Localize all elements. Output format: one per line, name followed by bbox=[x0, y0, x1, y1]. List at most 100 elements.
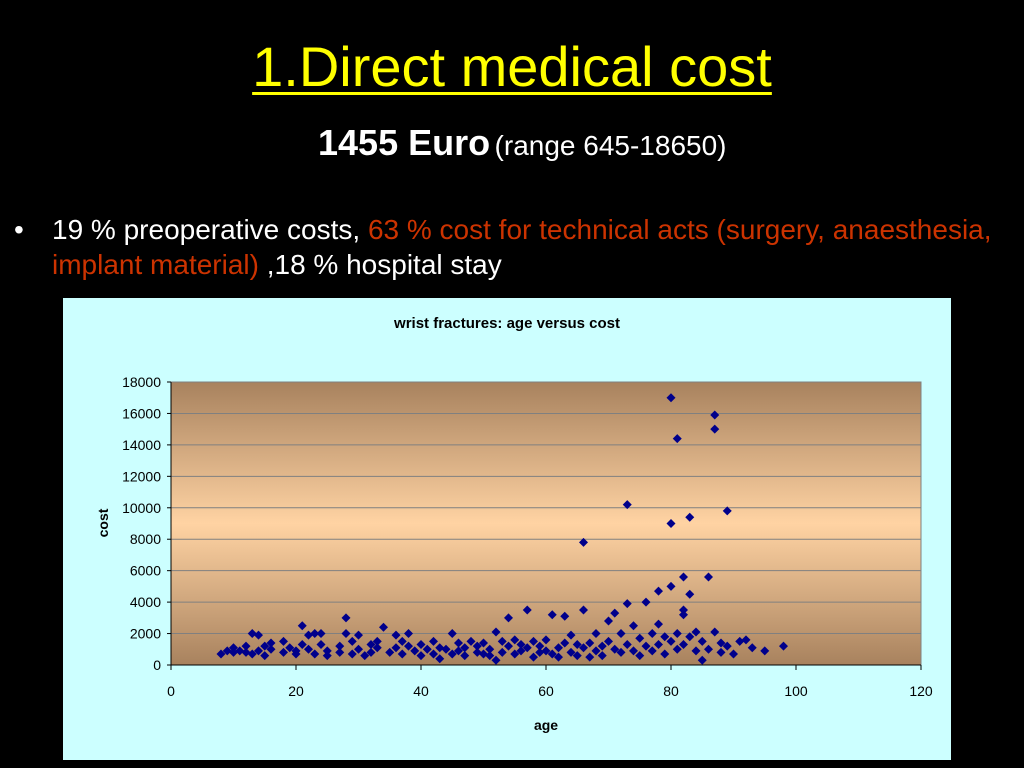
data-point bbox=[641, 597, 651, 607]
data-point bbox=[760, 646, 770, 656]
y-tick-label: 4000 bbox=[130, 594, 161, 610]
plot-area bbox=[170, 381, 922, 666]
data-point bbox=[660, 649, 670, 659]
data-point bbox=[741, 635, 751, 645]
data-point bbox=[697, 636, 707, 646]
data-point bbox=[666, 636, 676, 646]
data-point bbox=[404, 629, 413, 639]
data-point bbox=[504, 613, 513, 623]
data-point bbox=[704, 572, 713, 582]
data-point bbox=[591, 629, 601, 639]
data-point bbox=[554, 652, 563, 662]
y-tick-label: 10000 bbox=[122, 500, 161, 516]
data-point bbox=[497, 636, 507, 646]
data-point bbox=[260, 641, 270, 651]
data-point bbox=[491, 627, 501, 637]
data-point bbox=[416, 651, 426, 661]
x-tick-label: 40 bbox=[413, 683, 429, 699]
y-tick-label: 14000 bbox=[122, 437, 161, 453]
data-point bbox=[229, 647, 238, 657]
data-point bbox=[404, 641, 413, 651]
data-point bbox=[672, 644, 682, 654]
data-point bbox=[216, 649, 226, 659]
data-point bbox=[316, 629, 326, 639]
data-point bbox=[616, 647, 626, 657]
x-tick-label: 80 bbox=[663, 683, 679, 699]
data-point bbox=[472, 647, 482, 657]
y-tick-label: 6000 bbox=[130, 563, 161, 579]
data-point bbox=[247, 649, 257, 659]
data-point bbox=[291, 649, 301, 659]
data-point bbox=[647, 646, 657, 656]
data-point bbox=[229, 643, 238, 653]
data-point bbox=[260, 651, 270, 661]
data-point bbox=[535, 647, 545, 657]
data-point bbox=[710, 410, 720, 420]
data-point bbox=[597, 641, 607, 651]
data-point bbox=[654, 619, 663, 629]
data-point bbox=[572, 651, 582, 661]
data-point bbox=[654, 640, 663, 650]
data-point bbox=[560, 638, 570, 648]
data-point bbox=[722, 641, 732, 651]
data-point bbox=[729, 649, 738, 659]
data-point bbox=[660, 632, 670, 642]
data-point bbox=[435, 654, 445, 664]
data-point bbox=[479, 638, 488, 648]
gridlines bbox=[171, 381, 921, 666]
data-point bbox=[622, 500, 632, 510]
data-point bbox=[616, 629, 626, 639]
data-point bbox=[541, 646, 551, 656]
data-point bbox=[622, 599, 632, 609]
data-point bbox=[572, 640, 582, 650]
x-tick-label: 120 bbox=[909, 683, 933, 699]
x-tick-label: 60 bbox=[538, 683, 554, 699]
data-point bbox=[235, 646, 245, 656]
data-point bbox=[241, 641, 251, 651]
data-point bbox=[685, 589, 695, 599]
data-point bbox=[335, 647, 345, 657]
data-point bbox=[535, 641, 545, 651]
data-point bbox=[316, 640, 326, 650]
data-point bbox=[285, 643, 295, 653]
data-point bbox=[635, 651, 645, 661]
slide-title-text: 1.Direct medical cost bbox=[252, 35, 772, 98]
data-point bbox=[322, 646, 332, 656]
data-point bbox=[441, 644, 451, 654]
data-point bbox=[747, 643, 757, 653]
y-tick-label: 18000 bbox=[122, 374, 161, 390]
data-point bbox=[516, 646, 526, 656]
data-point bbox=[716, 638, 726, 648]
data-point bbox=[391, 643, 401, 653]
scatter-chart: wrist fractures: age versus cost 0 2000 40… bbox=[95, 315, 933, 733]
cost-summary: 1455 Euro (range 645-18650) bbox=[318, 122, 727, 164]
data-point bbox=[447, 649, 457, 659]
data-point bbox=[279, 636, 288, 646]
x-axis-label: age bbox=[534, 717, 558, 733]
data-point bbox=[522, 605, 532, 615]
data-point bbox=[460, 643, 470, 653]
data-point bbox=[735, 636, 745, 646]
data-point bbox=[254, 646, 263, 656]
data-point bbox=[410, 646, 420, 656]
data-point bbox=[510, 635, 520, 645]
data-point bbox=[672, 434, 682, 444]
y-tick-label: 2000 bbox=[130, 626, 161, 642]
data-point bbox=[485, 644, 495, 654]
data-point bbox=[304, 630, 313, 640]
data-point bbox=[310, 649, 320, 659]
data-point bbox=[679, 572, 688, 582]
data-point bbox=[241, 647, 251, 657]
data-point bbox=[310, 629, 320, 639]
data-point bbox=[397, 636, 407, 646]
data-point bbox=[341, 613, 351, 623]
data-point bbox=[566, 647, 576, 657]
data-point bbox=[672, 629, 682, 639]
data-point bbox=[547, 649, 557, 659]
data-point bbox=[279, 647, 288, 657]
data-point bbox=[391, 630, 401, 640]
data-point bbox=[566, 630, 576, 640]
data-point bbox=[429, 636, 438, 646]
data-point bbox=[460, 651, 470, 661]
data-point bbox=[347, 636, 357, 646]
